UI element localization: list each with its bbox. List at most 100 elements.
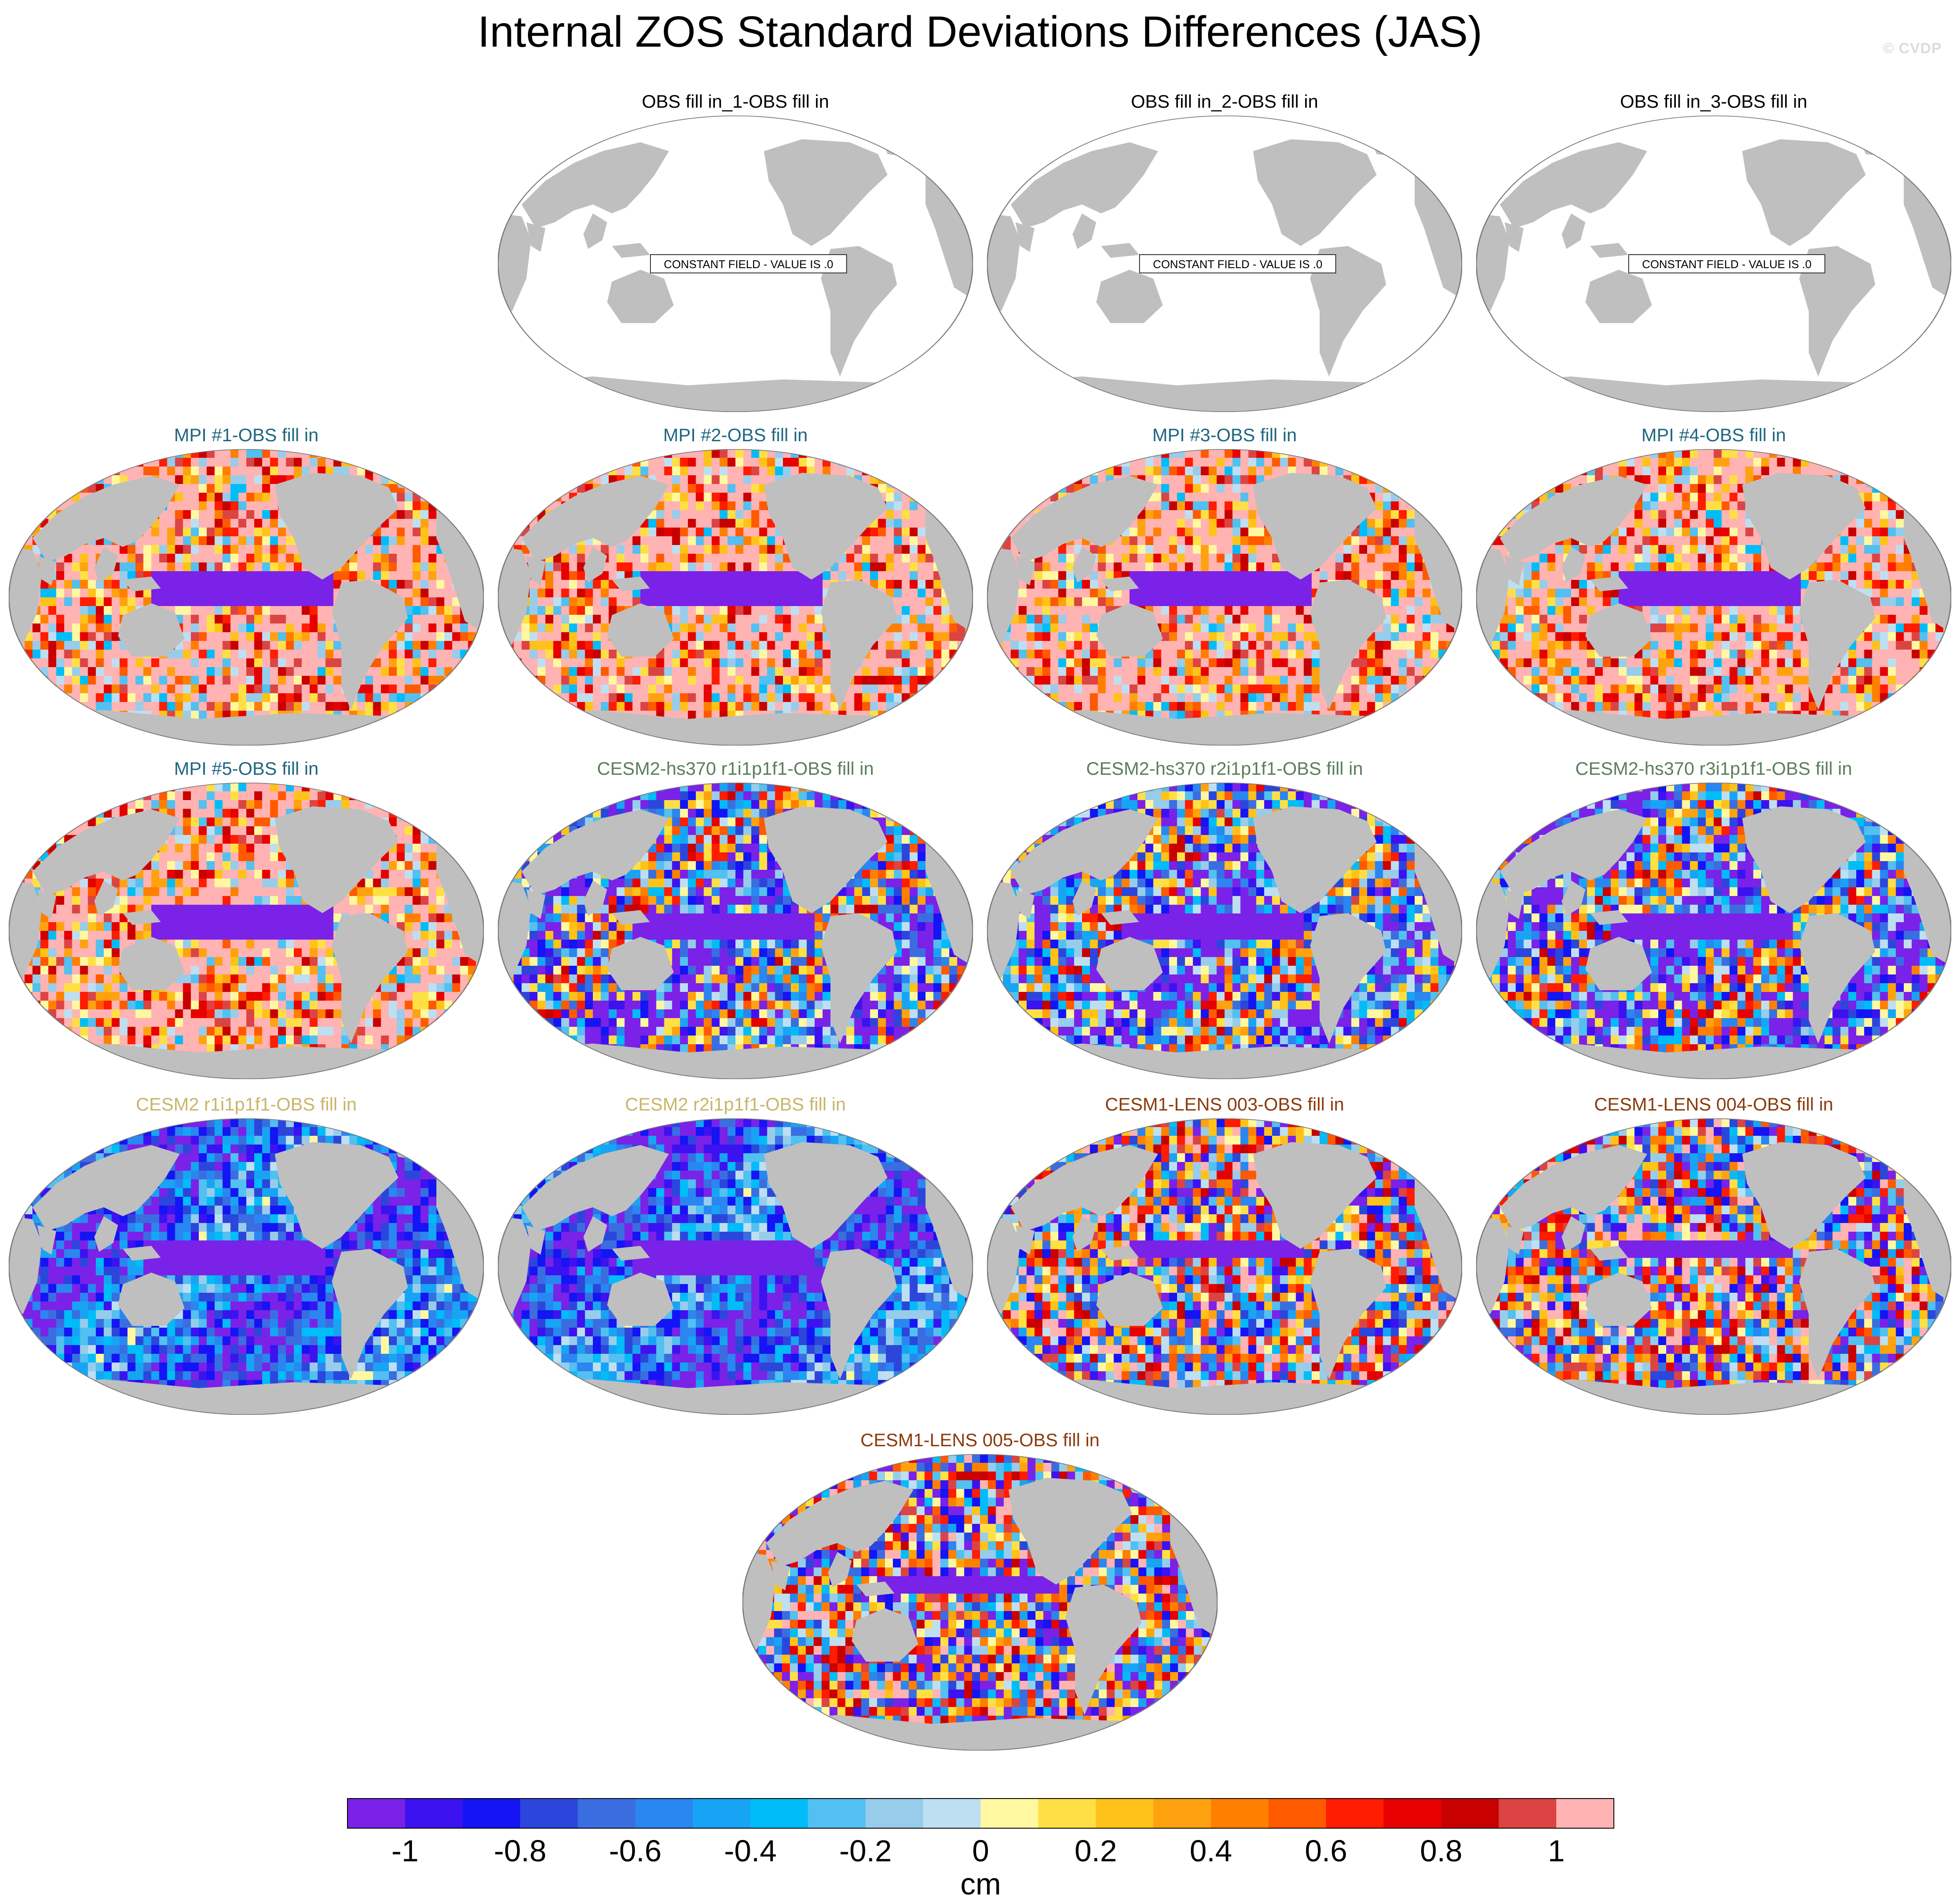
- field-cell: [917, 536, 926, 545]
- field-cell: [1058, 562, 1067, 572]
- field-cell: [1375, 501, 1384, 511]
- field-cell: [521, 737, 530, 746]
- field-cell: [405, 737, 413, 746]
- field-cell: [664, 528, 673, 537]
- field-cell: [183, 571, 191, 580]
- field-cell: [262, 632, 271, 641]
- field-cell: [1225, 501, 1233, 511]
- field-cell: [799, 693, 807, 702]
- field-cell: [537, 728, 546, 737]
- field-cell: [537, 467, 546, 476]
- field-cell: [783, 580, 792, 589]
- field-cell: [199, 510, 208, 519]
- field-cell: [941, 623, 950, 633]
- field-cell: [806, 658, 815, 668]
- field-cell: [601, 449, 609, 458]
- field-cell: [222, 528, 231, 537]
- field-cell: [799, 597, 807, 606]
- field-cell: [957, 501, 966, 511]
- field-cell: [325, 467, 334, 476]
- field-cell: [1248, 519, 1257, 528]
- field-cell: [428, 676, 437, 685]
- field-cell: [191, 580, 200, 589]
- field-cell: [127, 685, 136, 694]
- field-cell: [373, 658, 381, 668]
- field-cell: [151, 693, 160, 702]
- field-cell: [1383, 545, 1392, 554]
- field-cell: [214, 528, 223, 537]
- field-cell: [696, 571, 704, 580]
- field-cell: [909, 580, 918, 589]
- field-cell: [909, 650, 918, 659]
- field-cell: [381, 658, 390, 668]
- field-cell: [1240, 519, 1249, 528]
- field-cell: [1121, 536, 1130, 545]
- field-cell: [878, 693, 887, 702]
- field-cell: [545, 693, 554, 702]
- field-cell: [254, 484, 263, 493]
- field-cell: [1201, 554, 1209, 563]
- field-cell: [238, 650, 247, 659]
- field-cell: [743, 685, 752, 694]
- field-cell: [894, 467, 902, 476]
- field-cell: [1082, 449, 1091, 458]
- field-cell: [397, 737, 405, 746]
- field-cell: [664, 493, 673, 502]
- field-cell: [405, 458, 413, 467]
- field-cell: [214, 458, 223, 467]
- field-cell: [294, 615, 303, 624]
- field-cell: [452, 685, 461, 694]
- field-cell: [1430, 458, 1439, 467]
- field-cell: [1026, 467, 1035, 476]
- field-cell: [1375, 562, 1384, 572]
- field-cell: [40, 458, 49, 467]
- field-cell: [207, 650, 215, 659]
- field-cell: [941, 606, 950, 615]
- field-cell: [444, 693, 453, 702]
- field-cell: [799, 667, 807, 676]
- field-cell: [1201, 545, 1209, 554]
- field-cell: [1130, 536, 1138, 545]
- field-cell: [222, 571, 231, 580]
- field-cell: [95, 650, 105, 659]
- field-cell: [135, 449, 144, 458]
- field-cell: [735, 510, 744, 519]
- field-cell: [436, 554, 445, 563]
- field-cell: [1121, 562, 1130, 572]
- field-cell: [917, 702, 926, 711]
- field-cell: [452, 728, 461, 737]
- field-cell: [537, 702, 546, 711]
- field-cell: [545, 711, 554, 720]
- field-cell: [1351, 562, 1360, 572]
- field-cell: [664, 510, 673, 519]
- field-cell: [593, 623, 602, 633]
- field-cell: [585, 737, 594, 746]
- field-cell: [759, 562, 768, 572]
- field-cell: [767, 562, 776, 572]
- field-cell: [1161, 458, 1170, 467]
- field-cell: [262, 580, 271, 589]
- field-cell: [436, 667, 445, 676]
- field-cell: [452, 493, 461, 502]
- field-cell: [553, 711, 562, 720]
- field-cell: [704, 545, 712, 554]
- field-cell: [317, 702, 326, 711]
- field-cell: [1430, 475, 1439, 484]
- field-cell: [537, 623, 546, 633]
- field-cell: [191, 632, 200, 641]
- field-cell: [95, 658, 105, 668]
- field-cell: [672, 606, 681, 615]
- field-cell: [167, 702, 176, 711]
- field-cell: [561, 606, 570, 615]
- field-cell: [349, 737, 358, 746]
- field-cell: [428, 536, 437, 545]
- field-cell: [9, 711, 17, 720]
- field-cell: [672, 667, 681, 676]
- field-cell: [870, 650, 879, 659]
- field-cell: [278, 458, 286, 467]
- field-cell: [735, 528, 744, 537]
- field-cell: [624, 667, 633, 676]
- field-cell: [199, 545, 208, 554]
- field-cell: [420, 545, 429, 554]
- field-cell: [1225, 536, 1233, 545]
